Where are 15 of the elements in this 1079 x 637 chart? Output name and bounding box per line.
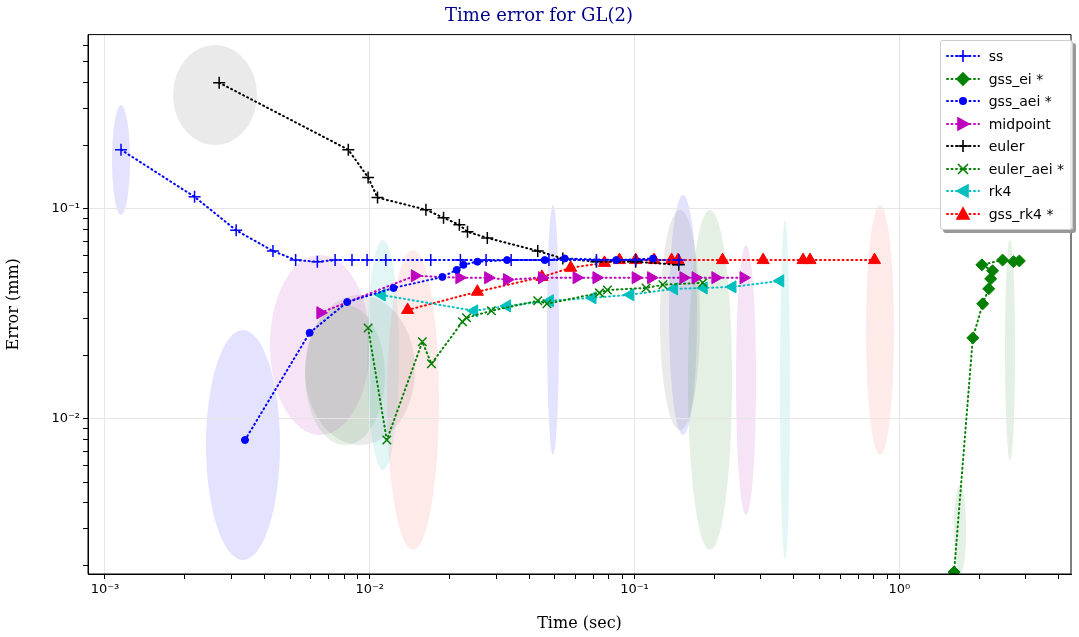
legend-label: gss_ei *	[988, 70, 1044, 87]
legend-label: gss_aei *	[988, 93, 1052, 110]
x-axis-title: Time (sec)	[537, 612, 622, 632]
x-tick-label: 10⁰	[888, 581, 911, 597]
legend-label: gss_rk4 *	[988, 205, 1054, 222]
legend-label: ss	[988, 48, 1004, 65]
legend-label: rk4	[988, 183, 1012, 200]
legend-label: euler	[988, 138, 1025, 155]
chart-title: Time error for GL(2)	[445, 4, 633, 26]
x-tick-label: 10⁻²	[355, 581, 385, 597]
legend-label: midpoint	[988, 115, 1051, 132]
legend-label: euler_aei *	[988, 160, 1064, 177]
x-tick-label: 10⁻¹	[620, 581, 649, 597]
y-axis-title: Error (mm)	[2, 258, 22, 351]
x-tick-label: 10⁻³	[90, 581, 120, 597]
